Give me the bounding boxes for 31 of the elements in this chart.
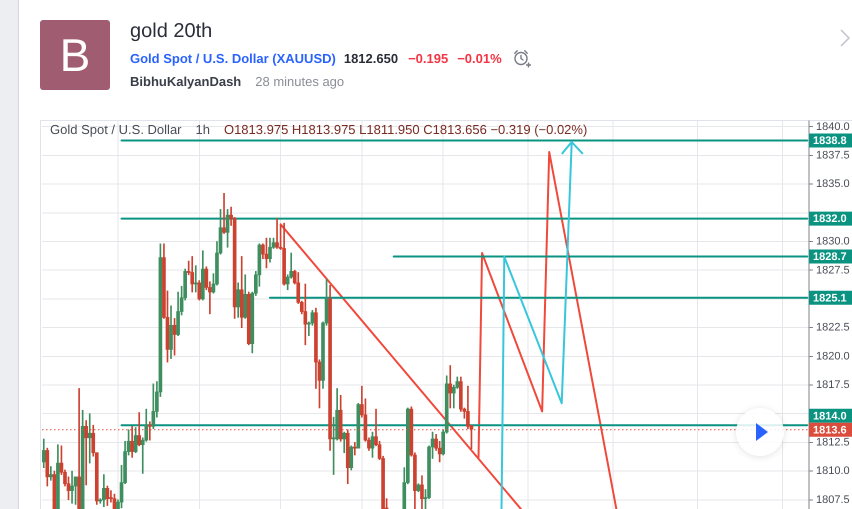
text: BibhuKalyanDash bbox=[130, 74, 242, 88]
candlestick bbox=[70, 470, 74, 504]
y-tick-label: 1822.5 bbox=[816, 322, 850, 334]
y-tick-label: 1835.0 bbox=[816, 178, 850, 190]
annotation: Gold Spot / U.S. Dollar bbox=[50, 122, 182, 137]
y-tick-label: 1820.0 bbox=[816, 350, 850, 362]
candlestick bbox=[264, 238, 268, 268]
y-tick-label: 1837.5 bbox=[816, 149, 850, 162]
text: −0.195 bbox=[408, 50, 448, 66]
text: −0.01% bbox=[457, 50, 502, 66]
y-tick-label: 1830.0 bbox=[816, 236, 850, 248]
chart-subtitle: Gold Spot / U.S. Dollar (XAUUSD) bbox=[130, 50, 336, 66]
text: 1812.650 bbox=[344, 50, 398, 66]
data-label: 1814.0 bbox=[813, 410, 847, 422]
annotation: 1838.8 bbox=[813, 135, 847, 148]
annotation: 1828.7 bbox=[813, 250, 847, 263]
annotation: 1832.0 bbox=[813, 213, 847, 226]
ref-line-label: 1813.6 bbox=[813, 424, 847, 436]
y-tick-label: 1812.5 bbox=[816, 436, 850, 448]
y-tick-label: 1810.0 bbox=[816, 465, 850, 478]
y-tick-label: 1817.5 bbox=[816, 379, 850, 392]
annotation: 1825.1 bbox=[813, 292, 847, 304]
y-tick-label: 1840.0 bbox=[816, 120, 850, 133]
y-tick-label: 1807.5 bbox=[816, 494, 850, 506]
chart-title: gold 20th bbox=[130, 19, 212, 44]
annotation: O1813.975 H1813.975 L1811.950 C1813.656 −0.319 (−0.02%) bbox=[224, 122, 588, 137]
text: 28 minutes ago bbox=[255, 74, 344, 88]
candlestick bbox=[222, 192, 226, 234]
annotation: 1h bbox=[196, 122, 210, 137]
candlestick bbox=[275, 218, 279, 249]
y-tick-label: 1827.5 bbox=[816, 264, 850, 276]
